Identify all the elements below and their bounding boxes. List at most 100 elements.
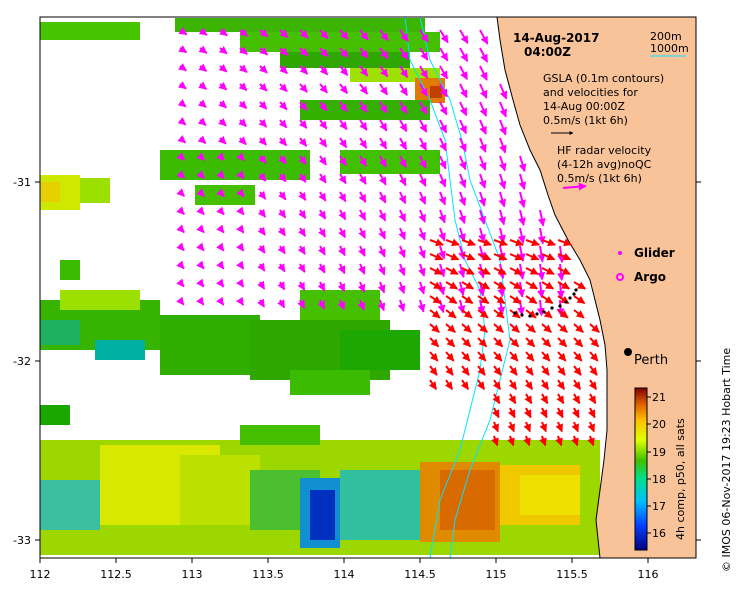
gsla-arrow (277, 227, 286, 237)
hf-arrow (539, 435, 547, 447)
hf-arrow (557, 365, 566, 376)
gsla-arrow (418, 245, 426, 259)
gsla-arrow (238, 136, 247, 146)
hf-arrow (525, 238, 540, 247)
hf-arrow (493, 252, 508, 261)
gsla-arrow (337, 263, 346, 275)
hf-arrow (429, 365, 438, 376)
gsla-arrow (236, 188, 245, 198)
gsla-arrow (297, 245, 306, 255)
gsla-arrow (418, 209, 426, 223)
hf-arrow (493, 309, 505, 319)
gsla-arrow (419, 155, 427, 169)
gsla-arrow (298, 137, 308, 147)
gsla-arrow (479, 137, 487, 153)
gsla-arrow (258, 82, 268, 92)
gsla-arrow (419, 47, 429, 61)
gsla-arrow (198, 81, 207, 90)
gsla-arrow (357, 299, 366, 311)
gsla-arrow (259, 64, 268, 74)
gsla-arrow (358, 191, 367, 203)
gsla-arrow (359, 137, 368, 149)
hf-arrow (477, 323, 488, 333)
gsla-arrow (216, 278, 225, 288)
gsla-arrow (459, 155, 467, 171)
gsla-arrow (339, 101, 348, 113)
glider-point (513, 311, 517, 315)
hf-arrow (525, 365, 534, 376)
gsla-arrow (359, 83, 369, 95)
hf-arrow (492, 393, 501, 405)
hf-arrow (507, 407, 516, 419)
hf-arrow (588, 393, 597, 405)
hf-arrow (429, 267, 443, 276)
gsla-arrow (196, 152, 205, 161)
hf-arrow (429, 337, 440, 348)
glider-point (550, 306, 554, 310)
hf-arrow (541, 252, 556, 261)
sst-band-middle (40, 290, 420, 380)
hf-arrow (572, 393, 581, 405)
glider-legend-label: Glider (634, 246, 675, 260)
gsla-arrow (258, 172, 267, 182)
gsla-arrow (176, 170, 186, 179)
hf-arrow (477, 252, 492, 261)
hf-arrow (541, 337, 552, 348)
gsla-arrow (399, 119, 408, 133)
hf-arrow (541, 295, 554, 305)
gsla-arrow (298, 191, 307, 201)
hf-arrow (507, 435, 515, 447)
hf-arrow (557, 252, 572, 261)
x-tick-label: 114.5 (404, 568, 436, 581)
hf-arrow (589, 365, 598, 376)
gsla-arrow (338, 245, 346, 257)
hf-arrow (571, 421, 579, 433)
gsla-arrow (379, 47, 389, 60)
gsla-arrow (457, 281, 466, 296)
gsla-arrow (319, 47, 329, 58)
hf-arrow (491, 435, 499, 447)
hf-arrow (573, 323, 584, 333)
gsla-arrow (178, 63, 187, 72)
gsla-arrow (239, 46, 248, 55)
gsla-arrow (397, 299, 406, 312)
gsla-arrow (419, 65, 429, 79)
gsla-arrow (359, 101, 368, 113)
hf-arrow (571, 407, 580, 419)
credit-text: © IMOS 06-Nov-2017 19:23 Hobart Time (720, 348, 733, 572)
hf-arrow (587, 435, 595, 447)
gsla-arrow (536, 299, 545, 317)
hf-arrow (509, 238, 524, 247)
gsla-arrow (216, 224, 225, 234)
gsla-arrow (378, 245, 386, 258)
gsla-arrow (299, 101, 308, 111)
gsla-arrow (498, 191, 507, 208)
gsla-arrow (196, 170, 205, 179)
hf-arrow (445, 365, 454, 376)
hf-arrow (477, 267, 491, 276)
hf-arrow (445, 351, 455, 362)
x-tick-label: 115 (486, 568, 507, 581)
gsla-arrow (339, 119, 348, 131)
gsla-arrow (399, 101, 408, 115)
hf-arrow (509, 337, 520, 348)
gsla-arrow (277, 263, 286, 273)
gsla-arrow (277, 209, 287, 219)
gsla-arrow (236, 224, 245, 234)
hf-arrow (461, 267, 475, 276)
gsla-arrow (218, 117, 227, 127)
hf-arrow (525, 295, 538, 305)
gsla-arrow (498, 173, 507, 190)
hf-arrow (509, 323, 520, 333)
gsla-arrow (177, 99, 187, 108)
gsla-arrow (257, 208, 267, 218)
hf-arrow (523, 407, 532, 419)
hf-arrow (477, 337, 488, 348)
hf-arrow (429, 323, 440, 333)
gsla-arrow (458, 173, 467, 189)
hf-arrow (525, 351, 535, 362)
gsla-arrow (397, 263, 406, 277)
x-tick-label: 114 (334, 568, 355, 581)
gsla-arrow (419, 29, 429, 43)
glider-track (513, 288, 578, 318)
